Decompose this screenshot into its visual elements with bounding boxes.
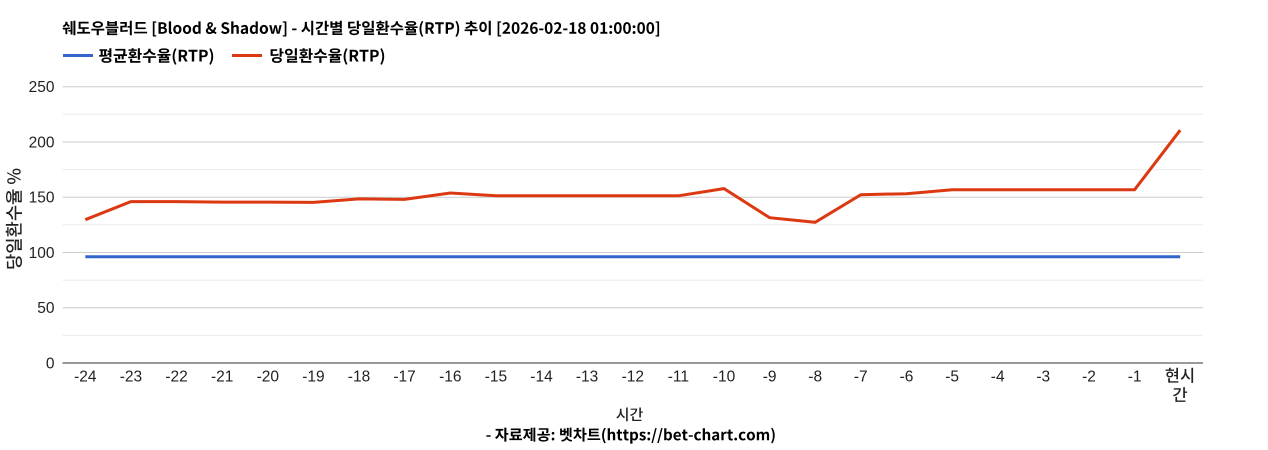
svg-text:-17: -17: [393, 368, 415, 385]
svg-text:-3: -3: [1036, 368, 1050, 385]
svg-text:-14: -14: [530, 368, 553, 385]
svg-text:-21: -21: [211, 368, 233, 385]
svg-text:-4: -4: [991, 368, 1005, 385]
svg-text:-6: -6: [900, 368, 914, 385]
svg-text:-5: -5: [945, 368, 959, 385]
svg-text:100: 100: [29, 245, 55, 262]
svg-text:250: 250: [29, 79, 55, 96]
svg-text:-20: -20: [257, 368, 280, 385]
svg-text:-9: -9: [763, 368, 777, 385]
svg-text:-19: -19: [302, 368, 324, 385]
svg-text:-11: -11: [668, 368, 689, 385]
svg-text:-7: -7: [854, 368, 868, 385]
svg-text:-13: -13: [576, 368, 598, 385]
svg-text:-10: -10: [713, 368, 736, 385]
svg-text:-2: -2: [1082, 368, 1096, 385]
svg-text:50: 50: [37, 300, 55, 317]
svg-text:-16: -16: [439, 368, 461, 385]
svg-text:200: 200: [29, 135, 55, 152]
svg-text:0: 0: [46, 356, 55, 373]
svg-text:-23: -23: [120, 368, 142, 385]
svg-text:-1: -1: [1128, 368, 1142, 385]
svg-text:-15: -15: [485, 368, 507, 385]
svg-text:-24: -24: [74, 368, 97, 385]
svg-text:-18: -18: [348, 368, 370, 385]
svg-text:-12: -12: [622, 368, 644, 385]
svg-text:-8: -8: [808, 368, 822, 385]
svg-text:-22: -22: [165, 368, 187, 385]
svg-text:150: 150: [29, 190, 55, 207]
